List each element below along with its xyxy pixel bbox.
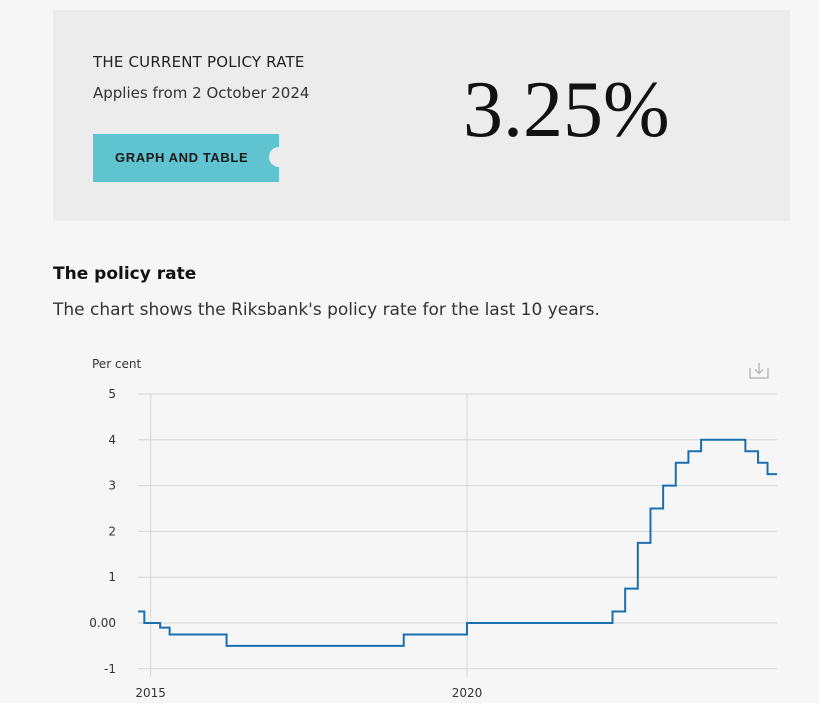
x-tick-label: 2015: [135, 686, 166, 700]
graph-and-table-button[interactable]: GRAPH AND TABLE: [93, 134, 289, 182]
y-tick-label: 5: [108, 387, 116, 401]
y-tick-label: 4: [108, 433, 116, 447]
graph-and-table-label: GRAPH AND TABLE: [115, 150, 249, 165]
policy-rate-heading: THE CURRENT POLICY RATE: [93, 53, 305, 71]
x-tick-label: 2020: [452, 686, 483, 700]
download-icon[interactable]: [749, 362, 769, 380]
policy-rate-panel: THE CURRENT POLICY RATE Applies from 2 O…: [53, 10, 790, 221]
y-tick-label: 2: [108, 524, 116, 538]
policy-rate-value: 3.25%: [463, 66, 670, 154]
y-tick-label: 0.00: [89, 616, 116, 630]
y-tick-label: 1: [108, 570, 116, 584]
y-tick-label: -1: [104, 662, 116, 676]
policy-rate-date: Applies from 2 October 2024: [93, 84, 310, 102]
section-description: The chart shows the Riksbank's policy ra…: [53, 300, 600, 320]
button-notch: [269, 147, 289, 167]
y-axis-label: Per cent: [92, 357, 142, 371]
policy-rate-line: [138, 438, 777, 647]
y-tick-label: 3: [108, 479, 116, 493]
policy-rate-chart: -1 0.00 1 2 3 4 5 2015 2020: [89, 387, 777, 700]
section-title: The policy rate: [53, 264, 197, 284]
